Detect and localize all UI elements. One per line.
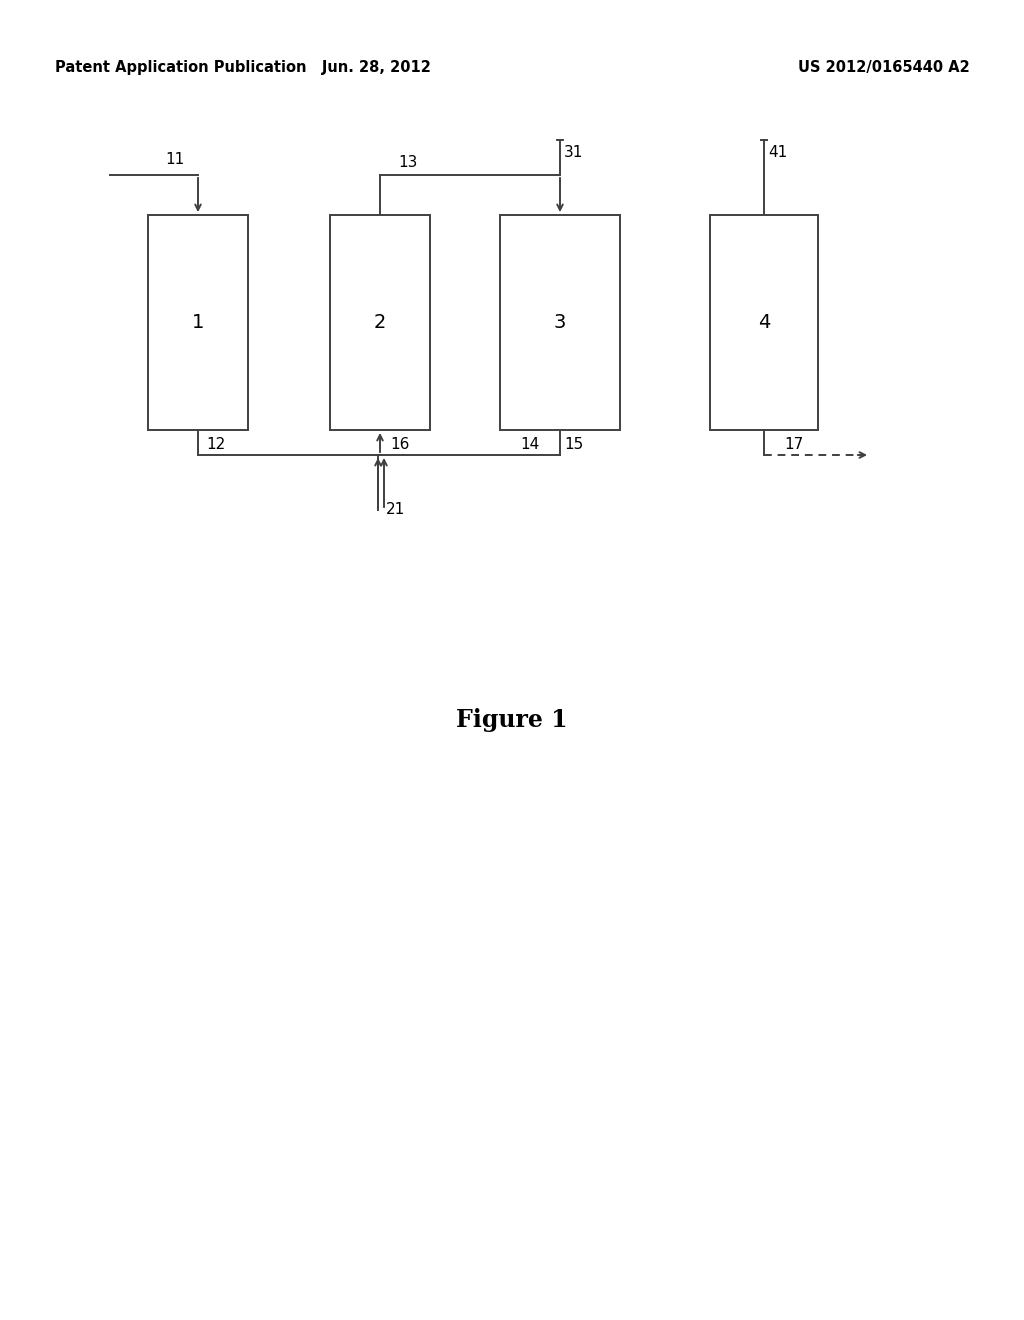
Text: 13: 13 [398,154,418,170]
Text: 4: 4 [758,313,770,333]
Bar [148,215,248,430]
Text: 17: 17 [784,437,803,451]
Text: 16: 16 [390,437,410,451]
Text: 14: 14 [521,437,540,451]
Text: 1: 1 [191,313,204,333]
Bar [710,215,818,430]
Text: 12: 12 [206,437,225,451]
Text: 11: 11 [165,152,184,168]
Bar [330,215,430,430]
Text: 31: 31 [564,145,584,160]
Text: 21: 21 [386,502,406,517]
Text: Patent Application Publication   Jun. 28, 2012: Patent Application Publication Jun. 28, … [55,59,431,75]
Text: 41: 41 [768,145,787,160]
Text: 2: 2 [374,313,386,333]
Text: Figure 1: Figure 1 [456,708,568,733]
Text: US 2012/0165440 A2: US 2012/0165440 A2 [799,59,970,75]
Text: 15: 15 [564,437,584,451]
Text: 3: 3 [554,313,566,333]
Bar [500,215,620,430]
